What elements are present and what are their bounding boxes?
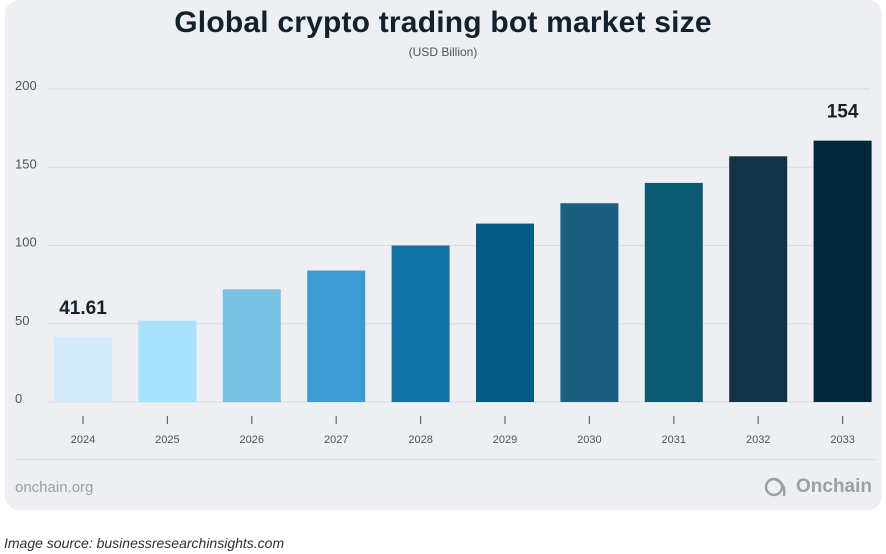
x-tick-label: 2025 (155, 434, 179, 446)
chart-title: Global crypto trading bot market size (174, 6, 712, 39)
bar (391, 245, 450, 402)
bar (138, 320, 197, 402)
bar (644, 182, 703, 402)
y-tick-label: 100 (15, 235, 37, 250)
x-tick-label: 2032 (746, 434, 770, 446)
onchain-logo-icon (764, 477, 786, 497)
bar (307, 270, 366, 402)
y-tick-label: 150 (15, 156, 37, 171)
bar (560, 203, 619, 402)
x-tick-label: 2024 (71, 434, 95, 446)
chart-subtitle: (USD Billion) (408, 45, 478, 59)
bar (729, 156, 788, 402)
y-tick-label: 0 (15, 391, 22, 406)
x-tick-label: 2033 (830, 434, 854, 446)
brand-logo: Onchain (764, 474, 872, 500)
brand-name: Onchain (796, 476, 873, 497)
x-tick-label: 2028 (408, 434, 432, 446)
y-tick-label: 50 (15, 313, 29, 328)
footer-website[interactable]: onchain.org (15, 479, 94, 496)
bar-chart: 0 50 100 150 200 2024 2025 2026 2027 2028 2029 2030… (15, 78, 872, 446)
data-label: 41.61 (59, 298, 107, 319)
y-tick-label: 200 (15, 78, 37, 93)
bar (222, 289, 281, 402)
x-tick-label: 2030 (577, 434, 601, 446)
footer-divider (15, 459, 875, 460)
data-label: 154 (827, 102, 859, 123)
bar (476, 223, 534, 402)
x-tick-label: 2026 (240, 434, 264, 446)
x-tick-label: 2029 (493, 434, 517, 446)
bar (813, 140, 872, 402)
x-tick-label: 2027 (324, 434, 348, 446)
bar (54, 336, 112, 402)
image-source-caption: Image source: businessresearchinsights.c… (4, 535, 285, 551)
x-tick-label: 2031 (662, 434, 686, 446)
